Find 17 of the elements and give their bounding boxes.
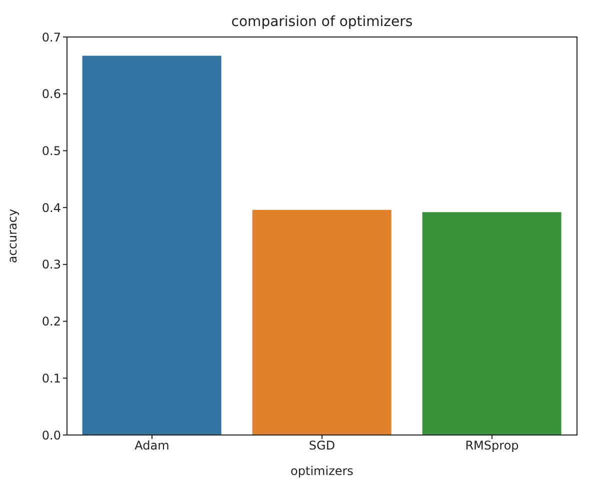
y-tick-label: 0.3: [42, 258, 61, 272]
x-tick-label: Adam: [134, 438, 170, 453]
y-tick-label: 0.6: [42, 87, 61, 102]
y-tick-label: 0.0: [42, 428, 61, 442]
y-tick-label: 0.2: [42, 314, 61, 329]
bar: [422, 212, 562, 435]
y-tick-label: 0.4: [42, 200, 61, 215]
y-tick-label: 0.7: [42, 30, 61, 44]
y-tick-label: 0.5: [42, 144, 61, 158]
y-axis-title: accuracy: [5, 208, 20, 264]
y-tick-label: 0.1: [42, 371, 61, 386]
x-tick-label: RMSprop: [465, 438, 519, 453]
bar: [82, 56, 222, 435]
bar: [252, 210, 392, 435]
chart-title: comparision of optimizers: [231, 14, 413, 30]
x-axis-title: optimizers: [290, 464, 354, 478]
x-tick-label: SGD: [308, 438, 336, 453]
